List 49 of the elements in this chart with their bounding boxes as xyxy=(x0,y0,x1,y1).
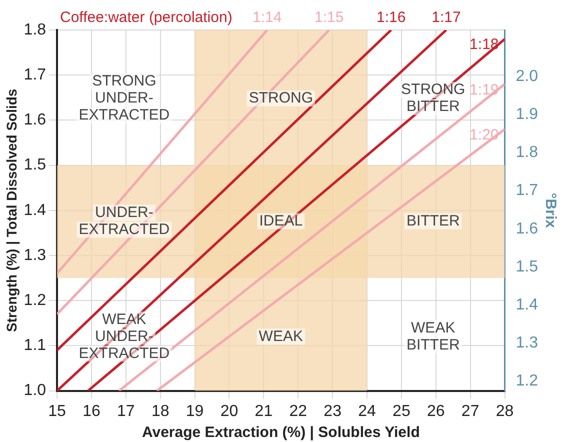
x-axis-title: Average Extraction (%) | Solubles Yield xyxy=(142,424,420,442)
annotation: UNDER- EXTRACTED xyxy=(78,204,170,238)
y-tick-label: 1.5 xyxy=(24,156,46,174)
x-tick-label: 24 xyxy=(358,402,376,420)
y-tick-label: 1.4 xyxy=(24,202,46,219)
series-label: 1:16 xyxy=(376,9,406,26)
y2-tick-label: 1.3 xyxy=(516,334,538,352)
y-tick-label: 1.2 xyxy=(24,292,46,310)
y-tick-label: 1.7 xyxy=(24,66,46,84)
x-tick-label: 16 xyxy=(82,402,100,420)
annotation: IDEAL xyxy=(259,212,303,230)
y2-axis-title: °Brix xyxy=(542,192,559,229)
annotation: BITTER xyxy=(406,212,460,230)
annotation: WEAK UNDER- EXTRACTED xyxy=(78,310,170,362)
y2-tick-label: 1.8 xyxy=(516,144,538,162)
annotation: STRONG UNDER- EXTRACTED xyxy=(78,72,170,124)
annotation: WEAK BITTER xyxy=(406,319,460,354)
series-label: 1:14 xyxy=(252,9,282,26)
y2-tick-label: 1.4 xyxy=(516,296,538,314)
annotation: STRONG xyxy=(248,90,313,107)
x-tick-label: 27 xyxy=(461,402,480,420)
annotation: STRONG BITTER xyxy=(401,81,466,116)
y2-tick-label: 1.7 xyxy=(516,182,538,200)
y2-tick-label: 1.5 xyxy=(516,258,538,276)
y2-tick-label: 1.2 xyxy=(516,372,538,390)
annotation: WEAK xyxy=(258,328,303,345)
y2-tick-label: 1.6 xyxy=(516,220,538,238)
x-tick-label: 25 xyxy=(392,402,410,420)
series-label: 1:15 xyxy=(314,9,344,26)
x-tick-label: 15 xyxy=(48,402,66,420)
y-tick-label: 1.0 xyxy=(24,382,46,400)
chart-title: Coffee:water (percolation) xyxy=(60,9,232,26)
y-axis-title: Strength (%) | Total Dissolved Solids xyxy=(3,88,20,332)
series-label: 1:17 xyxy=(432,9,461,26)
x-tick-label: 20 xyxy=(220,402,238,420)
x-tick-label: 19 xyxy=(186,402,204,420)
x-tick-label: 21 xyxy=(254,402,273,420)
x-tick-label: 28 xyxy=(496,402,514,420)
y-tick-label: 1.3 xyxy=(24,246,46,264)
y-tick-label: 1.8 xyxy=(24,21,46,38)
y-tick-label: 1.1 xyxy=(24,337,46,354)
x-tick-label: 18 xyxy=(151,402,170,420)
y2-tick-label: 2.0 xyxy=(516,68,538,85)
x-tick-label: 17 xyxy=(117,402,135,420)
y-tick-label: 1.6 xyxy=(24,112,46,129)
x-tick-label: 22 xyxy=(289,402,308,420)
x-tick-label: 23 xyxy=(324,402,342,420)
y2-tick-label: 1.9 xyxy=(516,106,538,123)
x-tick-label: 26 xyxy=(426,402,445,420)
